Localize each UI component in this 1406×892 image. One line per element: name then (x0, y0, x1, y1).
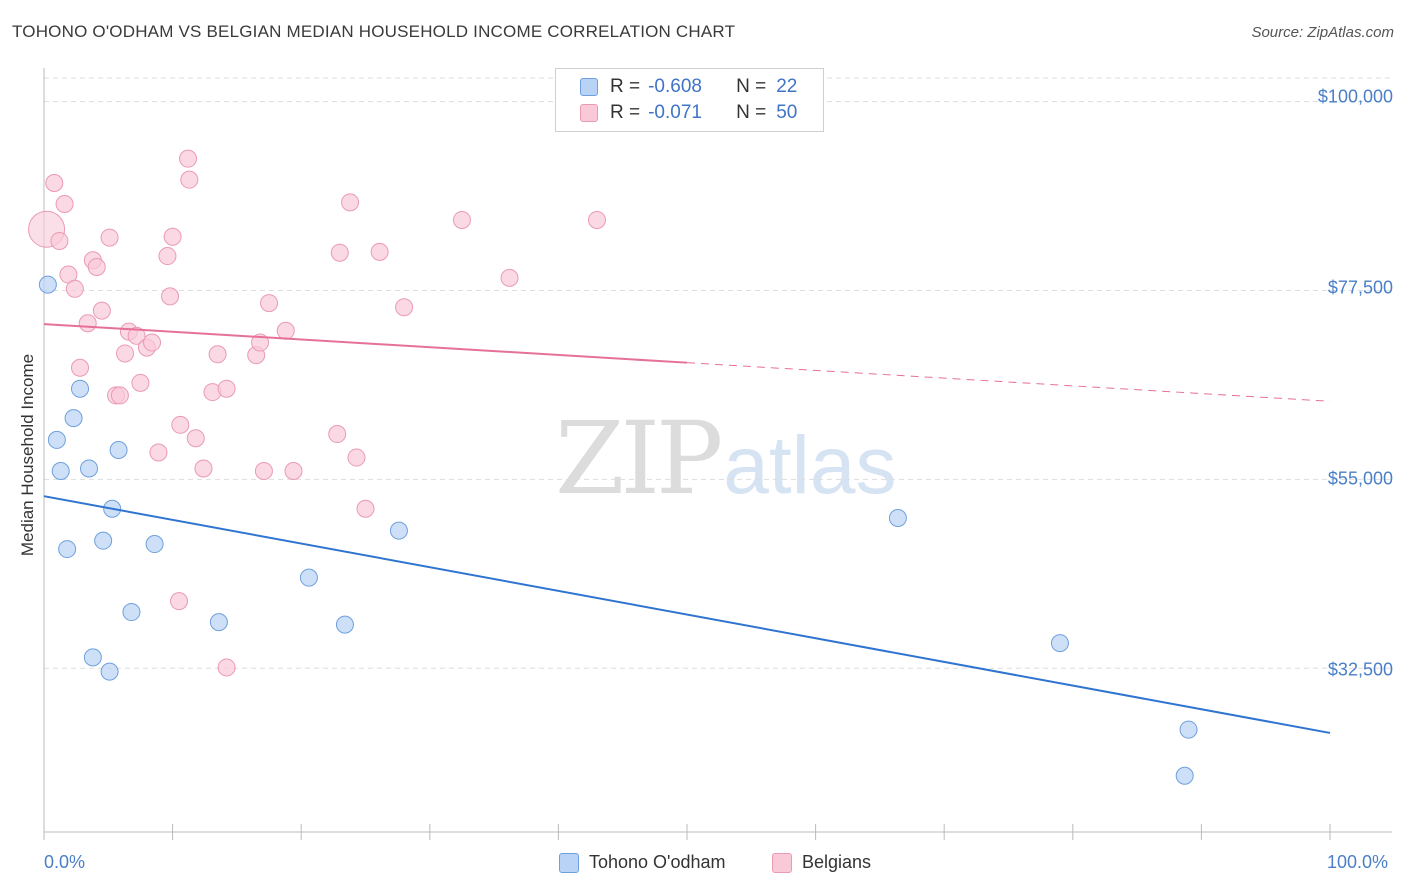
tohono-point (47, 430, 66, 449)
tohono-point (335, 615, 354, 634)
belgian-point (116, 344, 135, 363)
belgian-point (370, 242, 389, 261)
belgian-point (50, 231, 69, 250)
belgian-trend-line-projection (686, 362, 1331, 402)
legend-r-value: -0.071 (648, 102, 702, 123)
belgian-point (347, 448, 366, 467)
legend-r-value: -0.608 (648, 76, 702, 97)
x-tick-label-min: 0.0% (44, 852, 86, 872)
belgian-point (71, 358, 90, 377)
y-tick-label-55000: $55,000 (1327, 468, 1393, 489)
legend-n-value: 50 (776, 102, 798, 123)
y-tick-label-32500: $32,500 (1327, 659, 1393, 680)
belgian-point (180, 170, 199, 189)
bottom-legend-swatch-belgians (772, 852, 792, 873)
y-tick-label-100000: $100,000 (1317, 86, 1393, 107)
tohono-point (145, 535, 164, 554)
tohono-point (100, 662, 119, 681)
legend-n-label: N = (736, 102, 767, 123)
belgian-point (452, 210, 471, 229)
belgian-point (217, 379, 236, 398)
bottom-legend-belgians: Belgians (772, 852, 871, 873)
tohono-point (64, 409, 83, 428)
belgian-trend-line (43, 323, 688, 364)
belgian-point (208, 345, 227, 364)
tohono-point (80, 459, 99, 478)
belgian-point (100, 228, 119, 247)
tohono-point (1179, 720, 1198, 739)
belgian-point (45, 174, 64, 193)
tohono-point (51, 461, 70, 480)
belgian-point (65, 279, 84, 298)
x-tick-label-max: 100.0% (1327, 852, 1389, 872)
source-credit: Source: ZipAtlas.com (1251, 24, 1394, 41)
tohono-point (71, 379, 90, 398)
chart-title: TOHONO O'ODHAM VS BELGIAN MEDIAN HOUSEHO… (12, 22, 736, 41)
legend-r-label: R = (610, 102, 641, 123)
tohono-point (1175, 766, 1194, 785)
legend-n-value: 22 (776, 76, 798, 97)
tohono-trend-line (43, 495, 1331, 734)
bottom-legend-tohono: Tohono O'odham (559, 852, 726, 873)
belgian-point (161, 287, 180, 306)
belgian-point (328, 425, 347, 444)
legend-swatch-tohono (580, 78, 598, 96)
belgian-point (110, 386, 129, 405)
bottom-legend-swatch-tohono (559, 852, 579, 873)
y-tick-label-77500: $77,500 (1327, 277, 1393, 298)
belgian-point (500, 268, 519, 287)
legend-row-tohono: R = -0.608 N = 22 (580, 74, 797, 100)
belgian-point (55, 195, 74, 214)
bottom-legend-label-tohono: Tohono O'odham (589, 852, 726, 872)
tohono-point (94, 531, 113, 550)
belgian-point (260, 294, 279, 313)
tohono-point (389, 521, 408, 540)
belgian-point (284, 461, 303, 480)
belgian-point (149, 443, 168, 462)
correlation-legend: R = -0.608 N = 22 R = -0.071 N = 50 (555, 68, 824, 132)
tohono-point (109, 441, 128, 459)
legend-row-belgians: R = -0.071 N = 50 (580, 100, 797, 126)
belgian-point (179, 149, 198, 168)
tohono-point (1050, 634, 1069, 653)
tohono-point (83, 648, 102, 667)
tohono-point (209, 613, 228, 632)
y-axis-label: Median Household Income (18, 353, 37, 557)
belgian-point (170, 592, 189, 611)
belgian-point (587, 210, 606, 229)
belgian-point (131, 373, 150, 392)
tohono-point (58, 540, 77, 559)
belgian-point (217, 658, 236, 677)
belgian-point (356, 499, 375, 518)
belgian-point (87, 257, 106, 276)
belgian-point (395, 298, 414, 317)
tohono-point (299, 568, 318, 587)
belgian-point (186, 429, 205, 448)
tohono-point (888, 509, 907, 528)
belgian-point (330, 243, 349, 262)
belgian-point (194, 459, 213, 478)
legend-n-label: N = (736, 76, 767, 97)
belgian-point (341, 193, 360, 212)
belgian-point (276, 321, 295, 340)
belgian-point (163, 227, 182, 246)
belgian-point (254, 461, 273, 480)
tohono-point (38, 275, 57, 294)
bottom-legend-label-belgians: Belgians (802, 852, 872, 872)
belgian-point (171, 415, 190, 434)
legend-r-label: R = (610, 76, 641, 97)
belgian-point (143, 333, 162, 352)
belgian-point (158, 247, 177, 266)
belgian-point (92, 301, 111, 320)
belgian-point (78, 314, 97, 333)
tohono-point (122, 603, 141, 622)
legend-swatch-belgians (580, 104, 598, 122)
belgian-point (127, 326, 146, 345)
